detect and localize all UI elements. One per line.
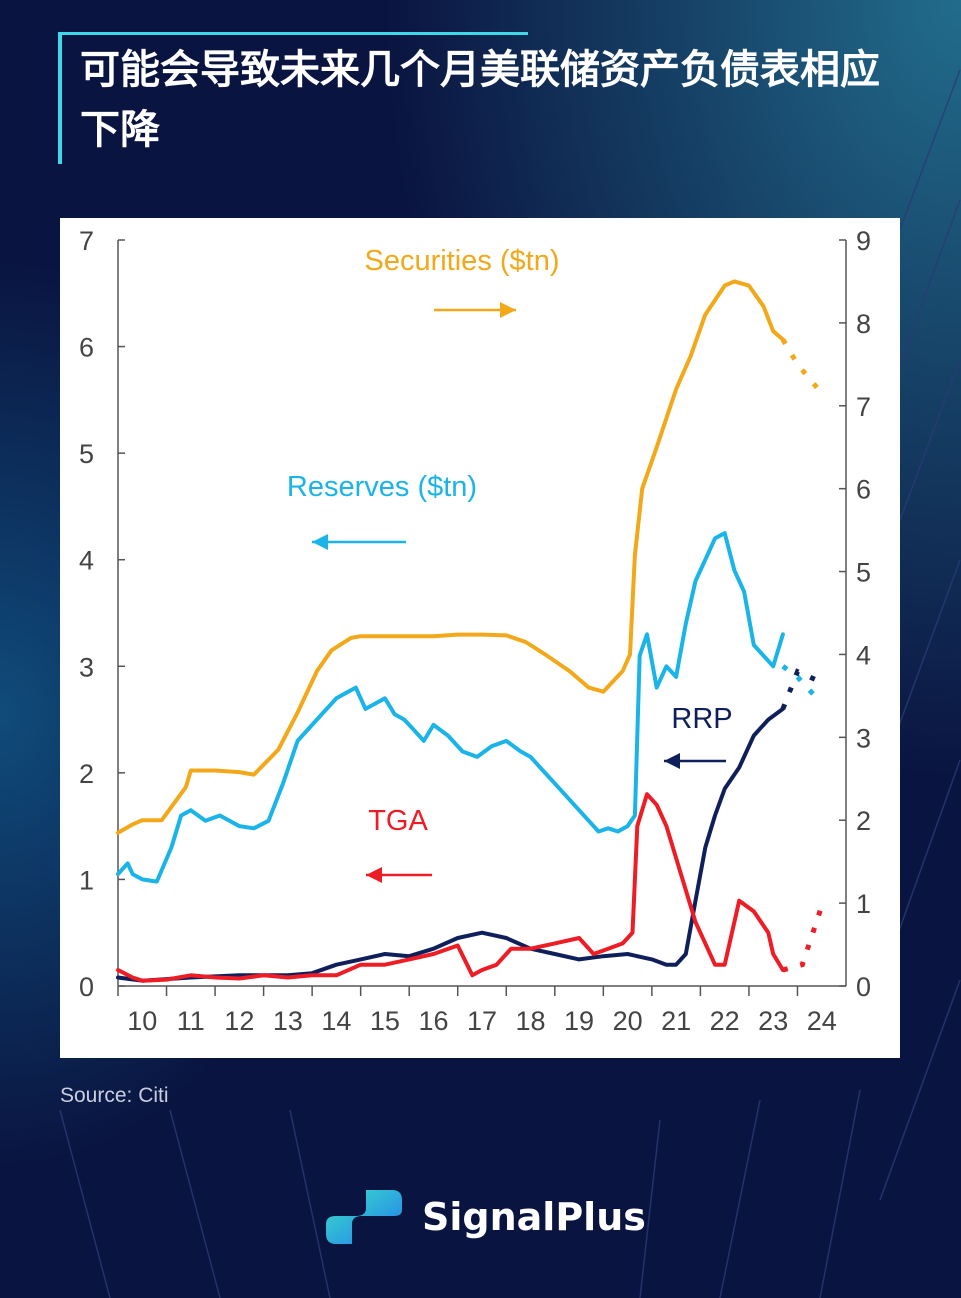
tga-line	[116, 792, 785, 983]
title-accent-line	[58, 32, 528, 35]
securities-line	[116, 279, 785, 835]
reserves-arrow-left	[312, 534, 406, 550]
x-tick-label: 12	[224, 1006, 254, 1036]
left-tick-label: 0	[79, 972, 94, 1002]
tga-projection-line	[782, 905, 825, 973]
rrp-projection-line	[780, 668, 823, 710]
right-tick-label: 6	[856, 475, 871, 505]
chart-panel: 0 1 2 3 4 5 6 7 0 1 2 3 4 5 6 7 8 9 10 11 12 13 14 15 16 17 18 19 20…	[60, 218, 900, 1058]
brand-name: SignalPlus	[422, 1195, 646, 1239]
arrow-head	[366, 867, 382, 883]
title-accent-bar	[58, 34, 62, 164]
right-tick-label: 5	[856, 558, 871, 588]
reserves-label: Reserves ($tn)	[287, 471, 477, 503]
right-tick-label: 3	[856, 723, 871, 753]
x-tick-label: 17	[467, 1006, 497, 1036]
arrow-head	[312, 534, 328, 550]
right-tick-label: 1	[856, 889, 871, 919]
left-tick-label: 3	[79, 652, 94, 682]
left-tick-label: 5	[79, 439, 94, 469]
x-tick-label: 18	[516, 1006, 546, 1036]
left-tick-label: 1	[79, 865, 94, 895]
securities-projection-line	[780, 338, 824, 395]
source-note: Source: Citi	[60, 1084, 169, 1107]
x-tick-label: 24	[807, 1006, 837, 1036]
arrow-head	[664, 753, 680, 769]
left-tick-label: 6	[79, 333, 94, 363]
x-tick-label: 19	[564, 1006, 594, 1036]
rrp-arrow-left	[664, 753, 726, 769]
page-title: 可能会导致未来几个月美联储资产负债表相应下降	[80, 47, 880, 153]
x-tick-label: 16	[418, 1006, 448, 1036]
chart-series	[116, 279, 825, 983]
rrp-line	[116, 706, 785, 983]
signalplus-logo-icon	[326, 1190, 402, 1244]
reserves-projection-line	[781, 664, 824, 706]
chart-annotations: Securities ($tn) Reserves ($tn) RRP TGA	[287, 245, 733, 883]
x-tick-label: 20	[613, 1006, 643, 1036]
right-tick-label: 4	[856, 640, 871, 670]
x-tick-label: 22	[710, 1006, 740, 1036]
rrp-label: RRP	[671, 703, 732, 735]
x-tick-label: 14	[321, 1006, 351, 1036]
right-tick-label: 2	[856, 806, 871, 836]
tga-label: TGA	[368, 805, 428, 837]
x-tick-label: 10	[127, 1006, 157, 1036]
left-tick-label: 4	[79, 546, 94, 576]
x-tick-label: 21	[661, 1006, 691, 1036]
x-tick-label: 15	[370, 1006, 400, 1036]
x-tick-label: 23	[758, 1006, 788, 1036]
reserves-line	[116, 531, 785, 884]
left-tick-label: 2	[79, 759, 94, 789]
x-tick-label: 11	[177, 1006, 205, 1036]
brand-logo: SignalPlus	[322, 1182, 646, 1252]
right-tick-label: 9	[856, 226, 871, 256]
securities-arrow-right	[434, 302, 516, 318]
tga-arrow-left	[366, 867, 432, 883]
x-tick-label: 13	[273, 1006, 303, 1036]
right-tick-label: 0	[856, 972, 871, 1002]
left-tick-label: 7	[79, 226, 94, 256]
right-tick-label: 8	[856, 309, 871, 339]
securities-label: Securities ($tn)	[364, 245, 559, 277]
right-tick-label: 7	[856, 392, 871, 422]
arrow-head	[500, 302, 516, 318]
